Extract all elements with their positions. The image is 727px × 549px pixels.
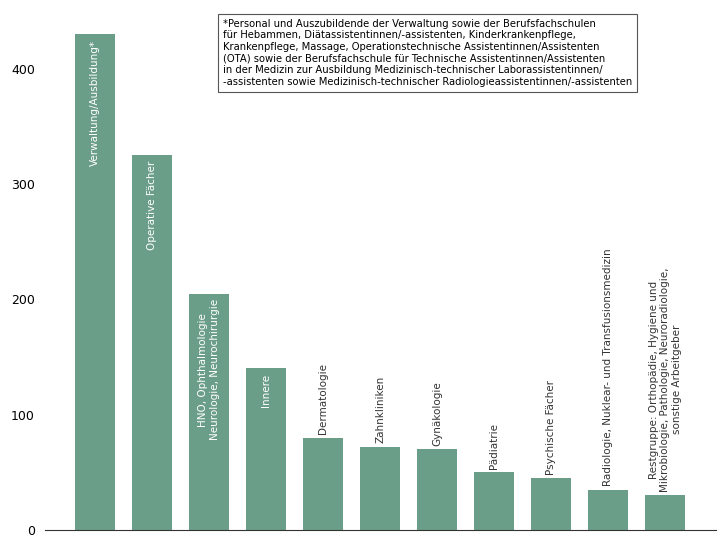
Bar [189,294,229,530]
Bar [132,155,172,530]
Bar [646,495,686,530]
Text: Pädiatrie: Pädiatrie [489,423,499,469]
Bar [588,490,628,530]
Text: Gynäkologie: Gynäkologie [433,381,442,446]
Text: Radiologie, Nuklear- und Transfusionsmedizin: Radiologie, Nuklear- und Transfusionsmed… [603,249,614,486]
Bar [303,438,343,530]
Text: Zahnkliniken: Zahnkliniken [375,376,385,444]
Bar [417,449,457,530]
Text: Dermatologie: Dermatologie [318,363,329,434]
Text: Psychische Fächer: Psychische Fächer [547,379,556,474]
Bar [246,368,286,530]
Text: HNO, Ophthalmologie
Neurologie, Neurochirurgie: HNO, Ophthalmologie Neurologie, Neurochi… [198,299,220,440]
Bar [75,34,115,530]
Text: Restgruppe: Orthopädie, Hygiene und
Mikrobiologie, Pathologie, Neuroradiologie,
: Restgruppe: Orthopädie, Hygiene und Mikr… [648,267,682,492]
Text: Innere: Innere [261,374,271,407]
Text: *Personal und Auszubildende der Verwaltung sowie der Berufsfachschulen
für Hebam: *Personal und Auszubildende der Verwaltu… [222,19,632,87]
Bar [475,472,514,530]
Bar [531,478,571,530]
Text: Verwaltung/Ausbildung*: Verwaltung/Ausbildung* [90,40,100,166]
Text: Operative Fächer: Operative Fächer [147,161,157,250]
Bar [361,447,401,530]
